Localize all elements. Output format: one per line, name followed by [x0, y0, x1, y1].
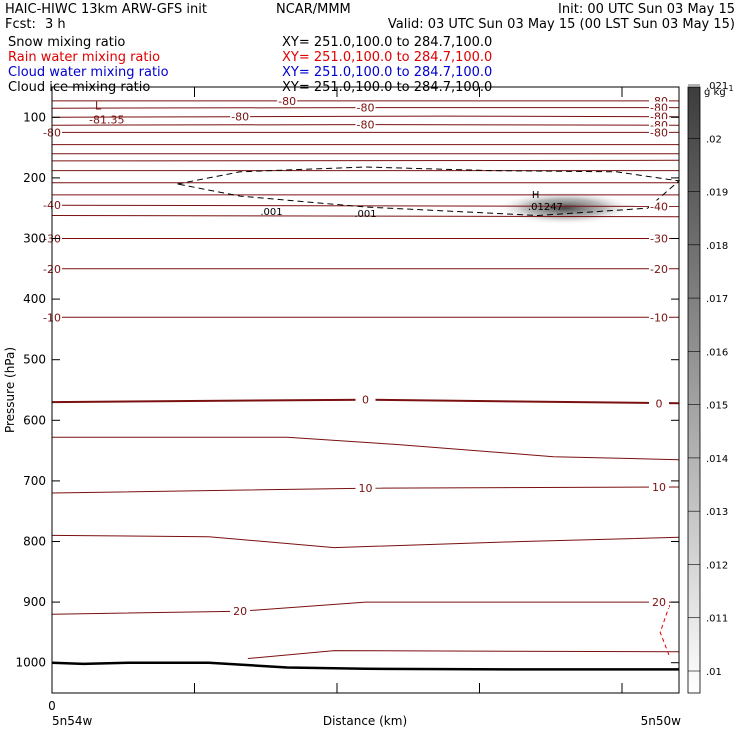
contour-label-bg — [355, 393, 376, 406]
y-tick-label: 900 — [23, 595, 46, 609]
x-zero-label: 0 — [48, 699, 56, 713]
contour-label-bg — [649, 480, 669, 493]
plot-frame — [51, 86, 680, 694]
colorbar-label: .019 — [706, 188, 728, 199]
field-xy-rain: XY= 251.0,100.0 to 284.7,100.0 — [282, 50, 492, 65]
contour-label: 0 — [656, 397, 663, 410]
cloud-ice-contour-label: .001 — [354, 209, 376, 220]
field-name-rain: Rain water mixing ratio — [8, 50, 160, 65]
colorbar-label: .012 — [706, 560, 728, 571]
contour-label: 20 — [652, 596, 666, 609]
contour-label-bg — [230, 605, 251, 618]
y-tick-label: 500 — [23, 353, 46, 367]
snow-shading-max — [495, 191, 635, 225]
min-marker: L — [95, 99, 102, 112]
colorbar-label: .02 — [706, 134, 722, 145]
contour-label-bg — [649, 397, 669, 410]
temperature-contour — [51, 534, 680, 549]
y-tick-label: 1000 — [15, 656, 46, 670]
contour-label: 20 — [233, 605, 247, 618]
colorbar-label: .016 — [706, 347, 728, 358]
temperature-contour — [51, 115, 680, 118]
contour-label-bg — [277, 94, 298, 107]
field-name-snow: Snow mixing ratio — [8, 35, 125, 50]
x-end-label: 5n50w — [641, 714, 682, 728]
contour-label-bg — [649, 101, 669, 114]
temperature-contour — [51, 159, 680, 162]
temperature-contour — [247, 650, 680, 659]
y-tick-label: 400 — [23, 292, 46, 306]
contour-label: -10 — [650, 311, 668, 324]
title-left: HAIC-HIWC 13km ARW-GFS init — [5, 2, 207, 17]
temperature-contour — [51, 215, 680, 218]
cloud-ice-contour-label: .001 — [260, 207, 282, 218]
contour-label: -80 — [278, 95, 296, 108]
contour-label-bg — [355, 101, 376, 114]
contour-label-bg — [649, 200, 669, 213]
y-tick-label: 200 — [23, 171, 46, 185]
max-marker: H — [532, 190, 540, 201]
y-axis-label: Pressure (hPa) — [3, 347, 17, 433]
colorbar-label: .018 — [706, 241, 728, 252]
y-tick-label: 800 — [23, 535, 46, 549]
x-start-label: 5n54w — [52, 714, 93, 728]
colorbar-unit-base: g kg — [704, 87, 726, 98]
contour-label: -80 — [357, 119, 375, 132]
temperature-contour — [51, 601, 679, 615]
contour-label-bg — [649, 596, 669, 609]
colorbar-unit: g kg-1 — [704, 84, 734, 98]
colorbar-unit-exp: -1 — [726, 84, 734, 93]
terrain-line — [51, 661, 679, 671]
max-value: .01247 — [528, 202, 563, 213]
contour-label: -20 — [650, 263, 668, 276]
colorbar-label: .014 — [706, 454, 728, 465]
y-tick-label: 600 — [23, 413, 46, 427]
contour-label-bg — [649, 232, 669, 245]
contour-label: -80 — [357, 102, 375, 115]
temperature-contour — [51, 204, 680, 207]
contour-label-bg — [649, 126, 669, 139]
colorbar-label: .017 — [706, 294, 728, 305]
colorbar-label: .021 — [706, 81, 728, 92]
contour-label: 10 — [652, 481, 666, 494]
init-label: Init: 00 UTC Sun 03 May 15 — [558, 2, 735, 17]
rain-contour — [659, 604, 671, 657]
contour-label-bg — [649, 262, 669, 275]
field-name-cloud-water: Cloud water mixing ratio — [8, 65, 169, 80]
fcst-label: Fcst: — [5, 17, 36, 32]
contour-label-bg — [355, 482, 376, 495]
min-value: -81.35 — [89, 113, 124, 126]
y-tick-label: 700 — [23, 474, 46, 488]
y-tick-label: 300 — [23, 232, 46, 246]
contour-label: -80 — [650, 126, 668, 139]
colorbar-label: .013 — [706, 507, 728, 518]
contour-label-bg — [355, 118, 376, 131]
contour-label: 0 — [362, 394, 369, 407]
contour-label: -80 — [231, 111, 249, 124]
field-xy-snow: XY= 251.0,100.0 to 284.7,100.0 — [282, 35, 492, 50]
contour-label: -30 — [650, 233, 668, 246]
colorbar-label: .011 — [706, 614, 728, 625]
org-label: NCAR/MMM — [276, 2, 351, 17]
contour-label-bg — [649, 311, 669, 324]
fcst-value: 3 h — [45, 17, 66, 32]
field-xy-cloud-water: XY= 251.0,100.0 to 284.7,100.0 — [282, 65, 492, 80]
contour-label-bg — [230, 110, 251, 123]
colorbar — [687, 86, 701, 694]
colorbar-label: .01 — [706, 667, 722, 678]
colorbar-label: .015 — [706, 401, 728, 412]
contour-label: 10 — [359, 482, 373, 495]
x-axis-label: Distance (km) — [323, 714, 407, 728]
valid-label: Valid: 03 UTC Sun 03 May 15 (00 LST Sun … — [388, 17, 735, 32]
y-tick-label: 100 — [23, 110, 46, 124]
contour-label: -40 — [650, 200, 668, 213]
temperature-contour — [52, 436, 680, 461]
